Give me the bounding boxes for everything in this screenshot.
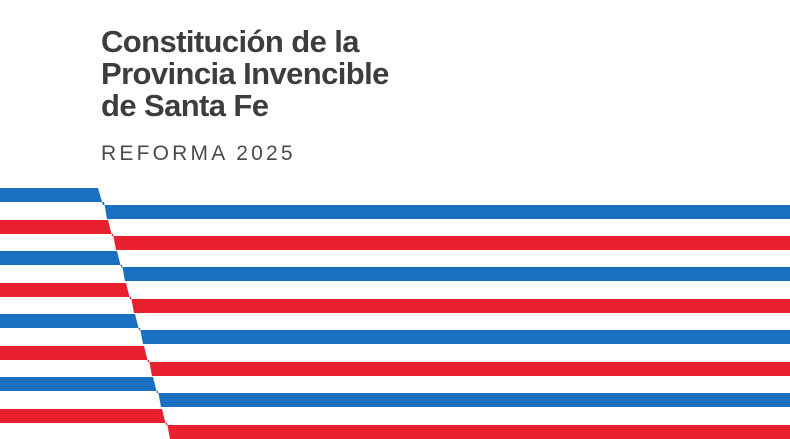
title-line-3: de Santa Fe: [101, 88, 269, 123]
title-line-1: Constitución de la: [101, 24, 359, 59]
stripe-5-blue: [0, 314, 790, 344]
stripe-8-red: [0, 409, 790, 439]
document-title: Constitución de la Provincia Invencible …: [101, 26, 661, 122]
document-subtitle: REFORMA 2025: [101, 142, 296, 165]
stripe-2-red: [0, 220, 790, 250]
title-line-2: Provincia Invencible: [101, 56, 389, 91]
stripe-6-red: [0, 346, 790, 376]
stripe-3-blue: [0, 251, 790, 281]
stripe-4-red: [0, 283, 790, 313]
stripe-1-blue: [0, 188, 790, 219]
stripe-7-blue: [0, 377, 790, 407]
